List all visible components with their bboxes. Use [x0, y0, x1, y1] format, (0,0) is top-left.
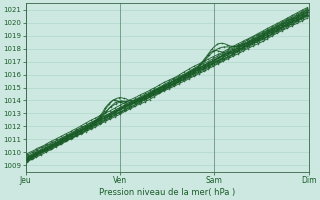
X-axis label: Pression niveau de la mer( hPa ): Pression niveau de la mer( hPa ) [99, 188, 235, 197]
